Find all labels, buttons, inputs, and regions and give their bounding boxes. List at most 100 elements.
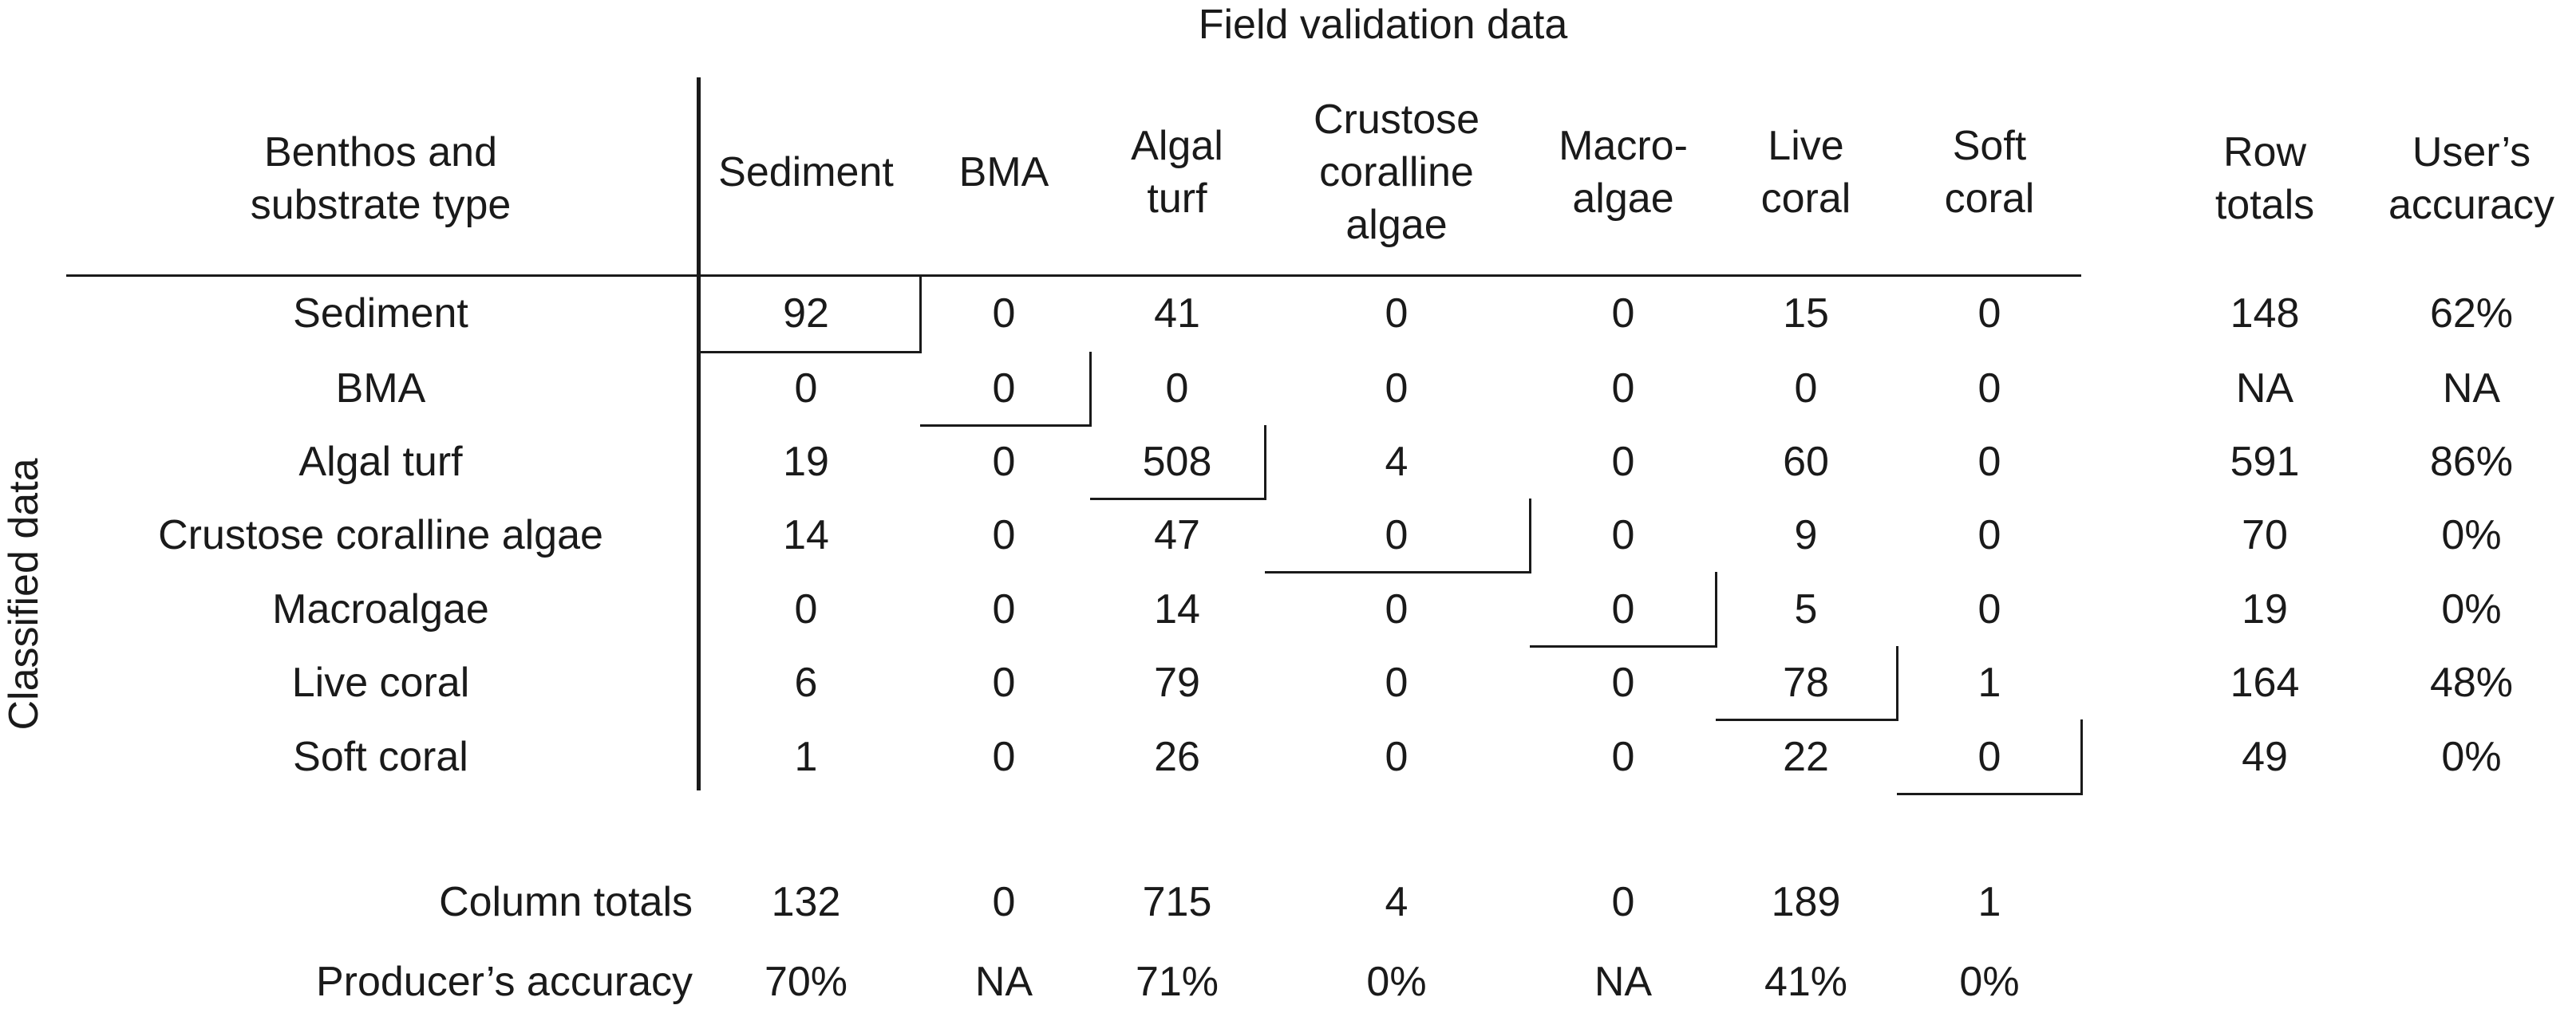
- row-label-sediment: Sediment: [293, 290, 468, 337]
- row-label-macroalgae: Macroalgae: [272, 586, 489, 633]
- matrix-cell-soft-coral-algal-turf: 26: [1154, 734, 1200, 780]
- row-total-crustose-coralline-algae: 70: [2242, 512, 2288, 558]
- row-label-crustose-coralline-algae: Crustose coralline algae: [158, 512, 603, 558]
- column-header-algal-turf: Algal turf: [1131, 123, 1223, 222]
- producers-accuracy-live-coral: 41%: [1764, 959, 1848, 1005]
- matrix-cell-algal-turf-crustose-coralline-algae: 4: [1385, 439, 1409, 485]
- users-accuracy-crustose-coralline-algae: 0%: [2441, 512, 2502, 558]
- users-accuracy-soft-coral: 0%: [2441, 734, 2502, 780]
- matrix-cell-macroalgae-crustose-coralline-algae: 0: [1385, 586, 1409, 633]
- matrix-cell-macroalgae-sediment: 0: [794, 586, 818, 633]
- row-label-soft-coral: Soft coral: [293, 734, 468, 780]
- users-accuracy-algal-turf: 86%: [2429, 439, 2514, 485]
- diagonal-step-horizontal: [1090, 498, 1266, 500]
- matrix-cell-crustose-coralline-algae-sediment: 14: [783, 512, 829, 558]
- header-vertical-divider: [697, 77, 701, 790]
- column-header-sediment: Sediment: [718, 149, 894, 195]
- row-totals-header: Row totals: [2214, 129, 2315, 228]
- matrix-cell-live-coral-macro-algae: 0: [1611, 660, 1635, 706]
- users-accuracy-live-coral: 48%: [2429, 660, 2514, 706]
- matrix-cell-crustose-coralline-algae-macro-algae: 0: [1611, 512, 1635, 558]
- row-label-live-coral: Live coral: [291, 660, 470, 706]
- matrix-cell-crustose-coralline-algae-live-coral: 9: [1794, 512, 1818, 558]
- matrix-cell-live-coral-live-coral: 78: [1783, 660, 1829, 706]
- matrix-cell-bma-macro-algae: 0: [1611, 365, 1635, 412]
- matrix-cell-live-coral-algal-turf: 79: [1154, 660, 1200, 706]
- matrix-cell-live-coral-bma: 0: [992, 660, 1016, 706]
- matrix-cell-sediment-algal-turf: 41: [1154, 290, 1200, 337]
- row-total-soft-coral: 49: [2242, 734, 2288, 780]
- matrix-cell-macroalgae-macro-algae: 0: [1611, 586, 1635, 633]
- table-title: Field validation data: [1198, 2, 1568, 48]
- column-total-soft-coral: 1: [1977, 879, 2001, 925]
- matrix-cell-algal-turf-live-coral: 60: [1783, 439, 1829, 485]
- diagonal-step-horizontal: [1897, 793, 2083, 795]
- matrix-cell-live-coral-sediment: 6: [794, 660, 818, 706]
- column-header-macro-algae: Macro-algae: [1559, 123, 1688, 222]
- row-total-macroalgae: 19: [2242, 586, 2288, 633]
- diagonal-step-horizontal: [920, 424, 1092, 427]
- producers-accuracy-crustose-coralline-algae: 0%: [1366, 959, 1427, 1005]
- matrix-cell-sediment-live-coral: 15: [1783, 290, 1829, 337]
- column-header-crustose-coralline-algae: Crustose coralline algae: [1313, 97, 1480, 248]
- matrix-cell-soft-coral-live-coral: 22: [1783, 734, 1829, 780]
- matrix-cell-algal-turf-bma: 0: [992, 439, 1016, 485]
- matrix-cell-soft-coral-soft-coral: 0: [1977, 734, 2001, 780]
- column-total-live-coral: 189: [1771, 879, 1841, 925]
- column-header-live-coral: Live coral: [1760, 123, 1851, 222]
- producers-accuracy-sediment: 70%: [764, 959, 848, 1005]
- column-total-bma: 0: [992, 879, 1016, 925]
- row-total-bma: NA: [2235, 365, 2294, 412]
- matrix-cell-soft-coral-sediment: 1: [794, 734, 818, 780]
- row-total-algal-turf: 591: [2230, 439, 2300, 485]
- diagonal-step-vertical: [1715, 572, 1717, 646]
- matrix-cell-sediment-crustose-coralline-algae: 0: [1385, 290, 1409, 337]
- matrix-cell-bma-bma: 0: [992, 365, 1016, 412]
- column-total-algal-turf: 715: [1142, 879, 1212, 925]
- corner-header: Benthos and substrate type: [250, 129, 512, 228]
- diagonal-step-horizontal: [1716, 719, 1898, 721]
- producers-accuracy-soft-coral: 0%: [1959, 959, 2020, 1005]
- matrix-cell-live-coral-crustose-coralline-algae: 0: [1385, 660, 1409, 706]
- matrix-cell-algal-turf-sediment: 19: [783, 439, 829, 485]
- users-accuracy-header: User’s accuracy: [2388, 129, 2555, 228]
- diagonal-step-vertical: [1529, 499, 1531, 572]
- matrix-cell-algal-turf-soft-coral: 0: [1977, 439, 2001, 485]
- users-accuracy-bma: NA: [2442, 365, 2501, 412]
- row-total-live-coral: 164: [2230, 660, 2300, 706]
- matrix-cell-soft-coral-macro-algae: 0: [1611, 734, 1635, 780]
- users-accuracy-sediment: 62%: [2429, 290, 2514, 337]
- column-total-crustose-coralline-algae: 4: [1385, 879, 1409, 925]
- matrix-cell-soft-coral-bma: 0: [992, 734, 1016, 780]
- matrix-cell-sediment-soft-coral: 0: [1977, 290, 2001, 337]
- matrix-cell-bma-crustose-coralline-algae: 0: [1385, 365, 1409, 412]
- matrix-cell-algal-turf-macro-algae: 0: [1611, 439, 1635, 485]
- matrix-cell-macroalgae-bma: 0: [992, 586, 1016, 633]
- matrix-cell-macroalgae-soft-coral: 0: [1977, 586, 2001, 633]
- diagonal-step-vertical: [1896, 646, 1898, 719]
- matrix-cell-crustose-coralline-algae-algal-turf: 47: [1154, 512, 1200, 558]
- producers-accuracy-label: Producer’s accuracy: [315, 959, 693, 1005]
- matrix-cell-bma-live-coral: 0: [1794, 365, 1818, 412]
- matrix-cell-live-coral-soft-coral: 1: [1977, 660, 2001, 706]
- header-horizontal-divider: [66, 274, 2081, 277]
- producers-accuracy-macro-algae: NA: [1594, 959, 1653, 1005]
- diagonal-step-vertical: [1264, 425, 1266, 499]
- matrix-cell-sediment-macro-algae: 0: [1611, 290, 1635, 337]
- row-axis-label: Classified data: [1, 458, 47, 731]
- matrix-cell-crustose-coralline-algae-crustose-coralline-algae: 0: [1385, 512, 1409, 558]
- row-label-algal-turf: Algal turf: [298, 439, 463, 485]
- column-totals-label: Column totals: [439, 879, 693, 925]
- diagonal-step-horizontal: [701, 351, 922, 353]
- matrix-cell-crustose-coralline-algae-soft-coral: 0: [1977, 512, 2001, 558]
- producers-accuracy-algal-turf: 71%: [1135, 959, 1219, 1005]
- diagonal-step-vertical: [2080, 719, 2083, 794]
- matrix-cell-bma-algal-turf: 0: [1165, 365, 1189, 412]
- matrix-cell-algal-turf-algal-turf: 508: [1142, 439, 1212, 485]
- column-total-macro-algae: 0: [1611, 879, 1635, 925]
- matrix-cell-crustose-coralline-algae-bma: 0: [992, 512, 1016, 558]
- matrix-cell-macroalgae-algal-turf: 14: [1154, 586, 1200, 633]
- matrix-cell-macroalgae-live-coral: 5: [1794, 586, 1818, 633]
- diagonal-step-horizontal: [1265, 571, 1531, 573]
